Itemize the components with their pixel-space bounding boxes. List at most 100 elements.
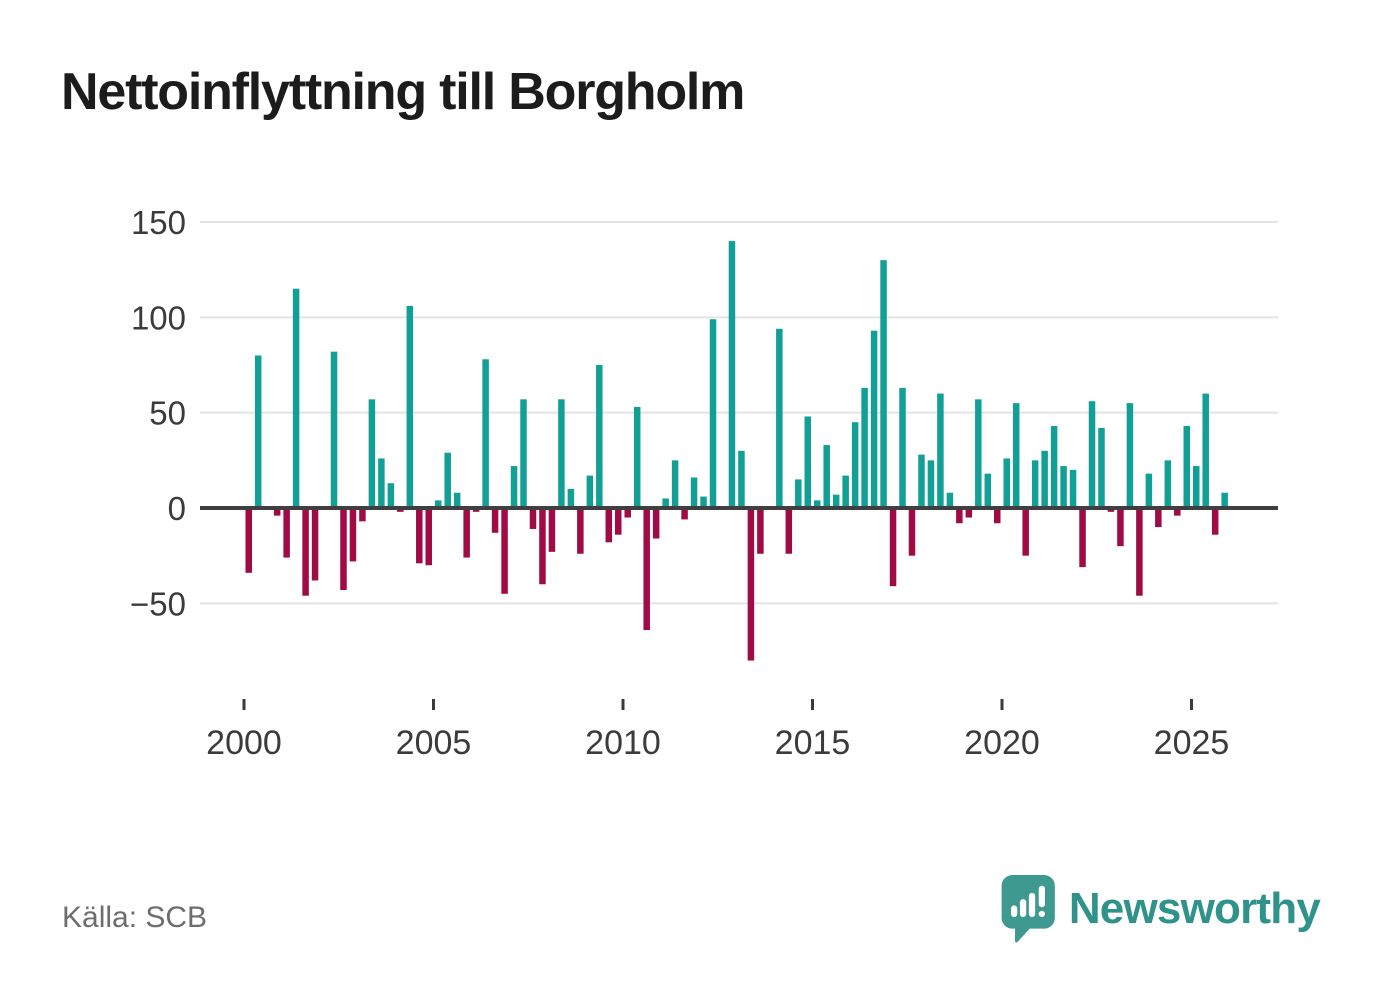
- logo-bar-1: [1010, 905, 1018, 918]
- logo-bar-3: [1028, 892, 1035, 918]
- bar-2016-Q3: [870, 330, 878, 508]
- bar-2013-Q3: [757, 508, 764, 554]
- bar-2022-Q3: [1098, 427, 1105, 508]
- bar-2011-Q3: [681, 508, 688, 520]
- bar-2020-Q3: [1022, 508, 1029, 556]
- bar-2017-Q4: [918, 454, 925, 508]
- bar-2023-Q1: [1117, 508, 1124, 547]
- bar-2007-Q3: [529, 508, 537, 529]
- bar-2002-Q4: [349, 508, 357, 562]
- x-axis-label-2000: 2000: [206, 724, 282, 762]
- x-axis-label-2010: 2010: [585, 724, 661, 762]
- y-axis-label--50: −50: [130, 585, 186, 622]
- y-axis-label-100: 100: [131, 299, 186, 336]
- bar-2013-Q1: [738, 450, 745, 508]
- bar-2007-Q4: [539, 508, 546, 585]
- bar-2020-Q4: [1031, 460, 1039, 508]
- bar-2015-Q2: [823, 445, 830, 508]
- bar-2024-Q3: [1174, 508, 1181, 516]
- bar-2003-Q1: [359, 508, 366, 522]
- logo-exclamation-dot: [1038, 910, 1045, 918]
- bar-2017-Q1: [889, 508, 897, 587]
- bar-2011-Q2: [671, 460, 679, 508]
- bar-2006-Q2: [482, 359, 489, 508]
- bar-2009-Q2: [596, 365, 603, 508]
- bar-2015-Q4: [842, 475, 849, 508]
- bar-2025-Q4: [1221, 492, 1228, 508]
- bar-2008-Q4: [577, 508, 584, 554]
- x-axis-label-2015: 2015: [775, 724, 851, 762]
- bar-2006-Q4: [501, 508, 508, 594]
- bar-2003-Q3: [378, 458, 385, 508]
- bar-2020-Q1: [1003, 458, 1010, 508]
- x-axis-label-2020: 2020: [964, 724, 1040, 762]
- y-axis-label-150: 150: [131, 204, 186, 241]
- bar-2024-Q1: [1155, 508, 1162, 528]
- bar-2005-Q2: [444, 452, 451, 508]
- bar-2012-Q2: [709, 319, 717, 508]
- bar-2008-Q2: [558, 399, 565, 508]
- bar-2009-Q3: [605, 508, 613, 543]
- bar-2014-Q1: [776, 328, 783, 508]
- bar-2005-Q1: [434, 500, 442, 508]
- bar-2018-Q2: [937, 393, 944, 508]
- bar-2010-Q2: [633, 406, 641, 508]
- bar-2016-Q2: [861, 387, 868, 508]
- bar-2023-Q3: [1136, 508, 1143, 596]
- bar-2017-Q2: [899, 387, 906, 508]
- bar-2001-Q1: [283, 508, 290, 558]
- bar-2025-Q1: [1192, 466, 1200, 508]
- bar-2023-Q2: [1126, 403, 1134, 508]
- bar-2015-Q3: [832, 494, 840, 508]
- x-axis-label-2005: 2005: [396, 724, 472, 762]
- bar-2024-Q4: [1183, 426, 1191, 508]
- bar-2014-Q4: [804, 416, 812, 508]
- y-axis-label-50: 50: [149, 395, 186, 432]
- bar-2002-Q2: [330, 351, 338, 508]
- bar-2005-Q3: [453, 492, 461, 508]
- bar-2007-Q2: [520, 399, 527, 508]
- bar-2011-Q4: [690, 477, 698, 508]
- bar-2023-Q4: [1145, 473, 1153, 508]
- bar-2001-Q4: [311, 508, 319, 581]
- bar-2003-Q4: [387, 483, 395, 508]
- bar-2018-Q4: [956, 508, 963, 524]
- newsworthy-logo-icon: [1001, 875, 1055, 943]
- bar-2011-Q1: [662, 498, 669, 508]
- y-axis-label-0: 0: [168, 490, 186, 527]
- bar-2008-Q3: [567, 488, 575, 508]
- logo-bar-2: [1019, 899, 1027, 918]
- bar-2012-Q4: [728, 241, 736, 508]
- bar-2014-Q3: [795, 479, 802, 508]
- bar-2006-Q3: [491, 508, 499, 533]
- bar-2001-Q2: [292, 288, 300, 508]
- source-label: Källa: SCB: [62, 901, 208, 934]
- bar-2004-Q4: [425, 508, 433, 566]
- bar-2010-Q4: [652, 508, 660, 539]
- bar-2019-Q3: [984, 473, 992, 508]
- bar-2021-Q2: [1050, 426, 1058, 508]
- bar-2024-Q2: [1164, 460, 1172, 508]
- x-axis-label-2025: 2025: [1154, 724, 1230, 762]
- bar-2022-Q1: [1079, 508, 1086, 568]
- logo-exclamation-stem: [1038, 885, 1045, 908]
- bar-2019-Q1: [965, 508, 973, 518]
- bar-2000-Q2: [254, 355, 262, 508]
- bar-2015-Q1: [813, 500, 821, 508]
- bar-2018-Q3: [946, 492, 954, 508]
- page-title: Nettoinflyttning till Borgholm: [61, 63, 745, 121]
- bar-2000-Q4: [273, 508, 281, 516]
- bar-2007-Q1: [510, 466, 518, 508]
- bar-2010-Q1: [624, 508, 631, 518]
- bar-2021-Q3: [1060, 466, 1067, 508]
- bar-2003-Q2: [368, 399, 376, 508]
- bar-2013-Q2: [747, 508, 755, 661]
- bar-2016-Q1: [851, 422, 859, 508]
- bar-2019-Q4: [994, 508, 1001, 524]
- bar-2008-Q1: [548, 508, 556, 552]
- bar-2020-Q2: [1012, 403, 1020, 508]
- brand-footer: Newsworthy: [1001, 874, 1321, 944]
- bar-2009-Q4: [615, 508, 622, 535]
- bar-2012-Q1: [700, 496, 707, 508]
